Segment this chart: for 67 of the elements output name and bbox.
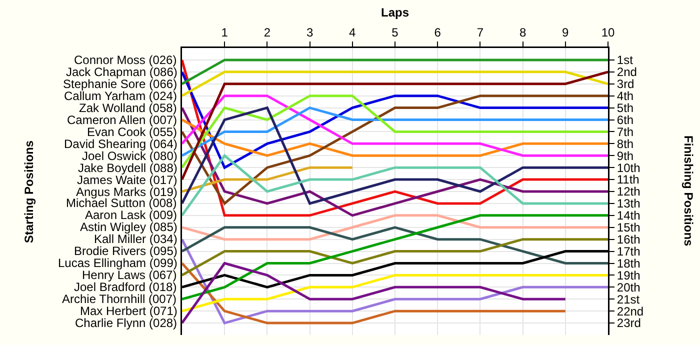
y-tick-label: 15th: [616, 220, 640, 235]
y-tick-label: 10th: [616, 160, 640, 175]
y-tick-label: 19th: [616, 268, 640, 282]
series-label: Cameron Allen (007): [67, 113, 178, 127]
x-axis-title: Laps: [380, 5, 410, 20]
series-label: Stephanie Sore (066): [63, 77, 178, 91]
line-series: [182, 94, 608, 169]
y-tick-label: 8th: [616, 136, 634, 151]
series-label: Max Herbert (071): [80, 304, 178, 318]
y-tick-label: 11th: [616, 172, 640, 187]
series-label: James Waite (017): [77, 173, 178, 187]
series-label: Kall Miller (034): [94, 232, 178, 246]
y-tick-label: 13th: [616, 196, 640, 211]
x-tick-label: 2: [264, 26, 271, 40]
x-tick-label: 7: [476, 26, 484, 40]
y-tick-label: 14th: [616, 208, 640, 223]
series-label: Joel Bradford (018): [74, 280, 177, 294]
series-label: Callum Yarham (024): [64, 89, 177, 103]
y-tick-label: 16th: [616, 232, 640, 247]
line-series: [182, 154, 608, 217]
series-label: Aaron Lask (009): [85, 208, 178, 222]
series-label: Henry Laws (067): [82, 268, 177, 282]
series-label: Evan Cook (055): [87, 125, 178, 139]
series-label: Archie Thornhill (007): [62, 292, 176, 306]
line-series: [182, 274, 608, 312]
y-tick-label: 17th: [616, 244, 640, 258]
line-series: [182, 238, 608, 276]
series-label: Astin Wigley (085): [80, 220, 178, 234]
x-tick-label: 1: [221, 26, 228, 40]
y-tick-label: 23rd: [616, 316, 641, 330]
y-tick-label: 6th: [616, 112, 634, 127]
series-label: Brodie Rivers (095): [74, 244, 178, 258]
y-tick-label: 5th: [616, 100, 634, 115]
line-series: [182, 226, 608, 264]
series-label: Angus Marks (019): [76, 185, 178, 199]
x-tick-label: 6: [434, 26, 442, 40]
y-tick-label: 21st: [616, 292, 640, 306]
y-tick-label: 4th: [616, 89, 634, 104]
series-label: Joel Oswick (080): [82, 149, 178, 163]
line-series: [182, 106, 608, 157]
line-series: [182, 238, 608, 324]
series-label: Connor Moss (026): [74, 53, 177, 67]
series-label: David Shearing (064): [64, 137, 178, 151]
y-tick-label: 1st: [616, 53, 634, 68]
y-tick-label: 7th: [616, 124, 634, 139]
series-label: Lucas Ellingham (099): [58, 256, 178, 270]
series-label: Jake Boydell (088): [78, 161, 178, 175]
x-tick-label: 8: [519, 26, 526, 40]
series-label: Charlie Flynn (028): [75, 316, 178, 330]
series-label: Zak Wolland (058): [79, 101, 177, 115]
y-tick-label: 2nd: [616, 65, 637, 80]
x-tick-label: 3: [306, 26, 314, 40]
line-series: [182, 214, 608, 300]
line-series: [182, 94, 608, 157]
y-tick-label: 20th: [616, 280, 640, 294]
y-tick-label: 9th: [616, 148, 634, 163]
text: Starting Positions: [22, 140, 36, 244]
y-tick-label: 18th: [616, 256, 640, 270]
x-tick-label: 4: [349, 26, 356, 40]
x-tick-label: 9: [562, 26, 570, 40]
x-tick-label: 5: [392, 26, 399, 40]
y-axis-title: Finishing Positions: [681, 136, 696, 247]
y-tick-label: 3rd: [616, 77, 634, 92]
series-label: Jack Chapman (086): [66, 65, 178, 79]
x-tick-label: 10: [601, 26, 615, 40]
y-tick-label: 12th: [616, 184, 640, 199]
y-tick-label: 22nd: [616, 304, 644, 318]
